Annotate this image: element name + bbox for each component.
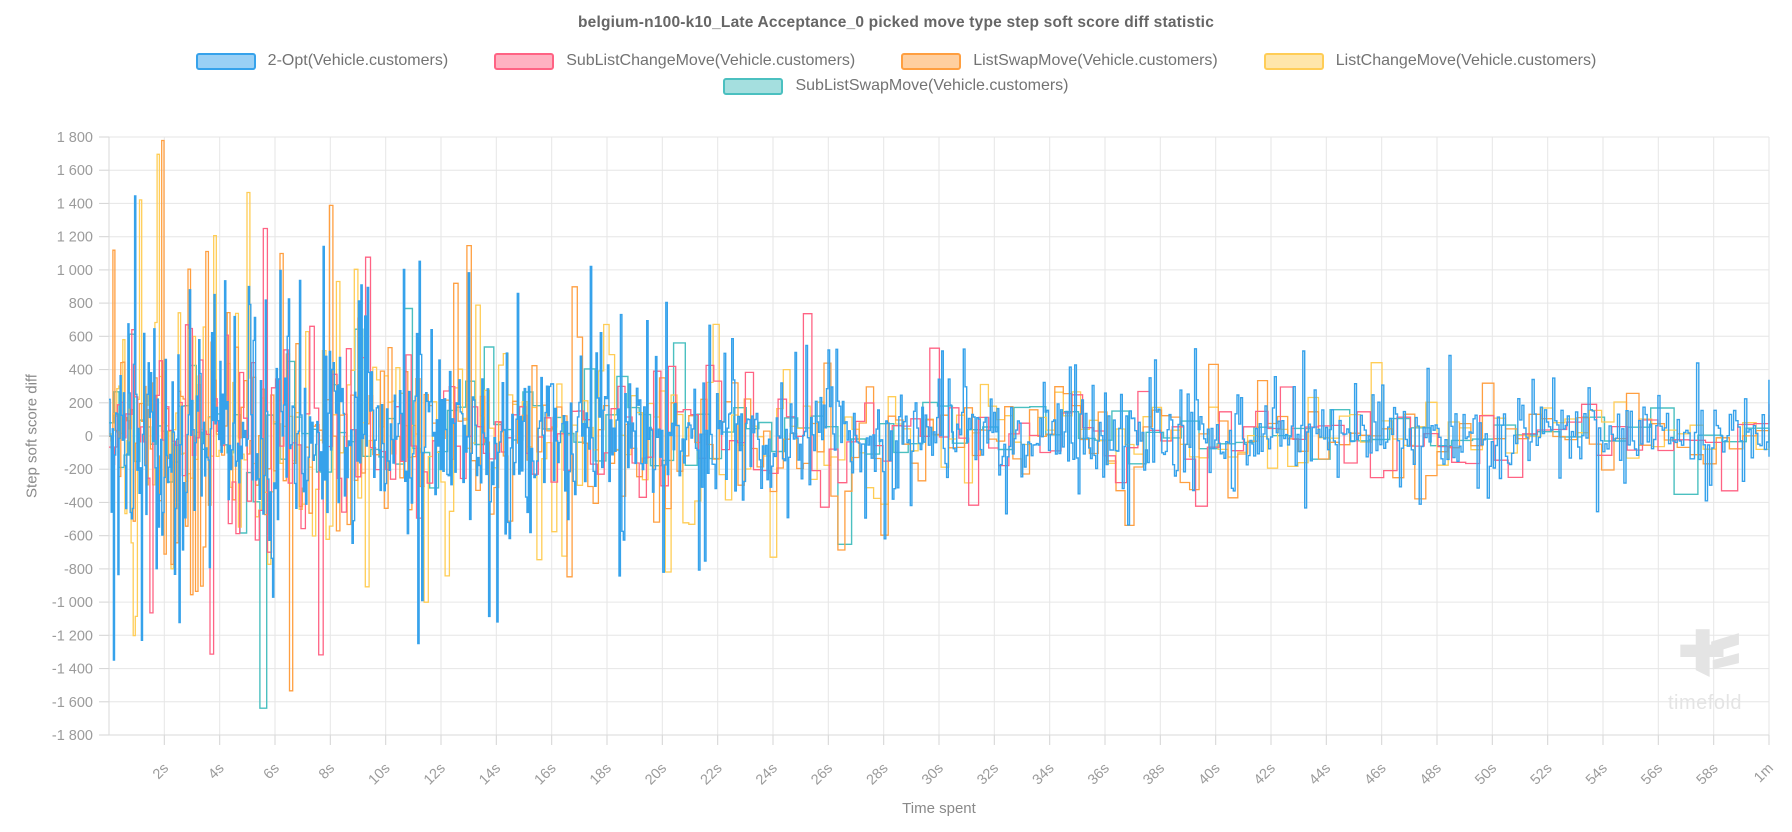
legend-swatch-icon <box>494 52 555 70</box>
x-tick-label: 58s <box>1694 761 1722 789</box>
x-tick-label: 36s <box>1085 761 1113 789</box>
y-tick-label: -600 <box>64 529 93 545</box>
x-tick-label: 32s <box>974 761 1002 789</box>
legend-row: 2-Opt(Vehicle.customers) SubListChangeMov… <box>195 52 1597 70</box>
x-tick-label: 30s <box>919 761 947 789</box>
legend-item-label: ListSwapMove(Vehicle.customers) <box>973 52 1218 69</box>
y-tick-label: -200 <box>64 462 93 478</box>
y-tick-label: -400 <box>64 495 93 511</box>
y-tick-label: 0 <box>85 429 93 445</box>
legend-item-label: ListChangeMove(Vehicle.customers) <box>1335 52 1597 69</box>
legend-item-label: 2-Opt(Vehicle.customers) <box>267 52 449 69</box>
x-tick-label: 42s <box>1251 761 1279 789</box>
x-tick-label: 14s <box>476 761 504 789</box>
legend: 2-Opt(Vehicle.customers) SubListChangeMov… <box>0 52 1792 95</box>
y-tick-label: -1 800 <box>52 728 93 744</box>
y-tick-label: 1 600 <box>57 163 93 179</box>
x-tick-label: 24s <box>753 761 781 789</box>
y-tick-label: 1 400 <box>57 196 93 212</box>
y-tick-label: -800 <box>64 562 93 578</box>
legend-row: SubListSwapMove(Vehicle.customers) <box>723 77 1069 95</box>
chart-title: belgium-n100-k10_Late Acceptance_0 picke… <box>577 14 1215 31</box>
x-tick-label: 18s <box>587 761 615 789</box>
x-tick-label: 48s <box>1417 761 1445 789</box>
legend-item-label: SubListSwapMove(Vehicle.customers) <box>795 77 1069 94</box>
legend-swatch-icon <box>1263 52 1324 70</box>
y-tick-label: -1 000 <box>52 595 93 611</box>
y-tick-label: -1 600 <box>52 695 93 711</box>
x-tick-label: 44s <box>1306 761 1334 789</box>
y-tick-label: -1 400 <box>52 662 93 678</box>
x-tick-label: 8s <box>316 761 338 783</box>
x-tick-label: 6s <box>261 761 283 783</box>
y-tick-label: 1 200 <box>57 230 93 246</box>
x-tick-label: 22s <box>698 761 726 789</box>
x-tick-label: 26s <box>808 761 836 789</box>
series-line-2-opt <box>109 195 1770 661</box>
x-tick-label: 34s <box>1030 761 1058 789</box>
legend-swatch-icon <box>901 52 962 70</box>
x-axis-title: Time spent <box>902 800 976 817</box>
legend-item-sublistswapmove[interactable]: SubListSwapMove(Vehicle.customers) <box>723 77 1069 95</box>
y-axis-title: Step soft score diff <box>23 374 41 498</box>
x-tick-label: 2s <box>150 761 172 783</box>
x-tick-label: 12s <box>421 761 449 789</box>
legend-swatch-icon <box>723 77 784 95</box>
legend-item-sublistchangemove[interactable]: SubListChangeMove(Vehicle.customers) <box>494 52 855 70</box>
x-tick-label: 52s <box>1528 761 1556 789</box>
x-tick-label: 1m <box>1751 761 1777 787</box>
x-tick-label: 20s <box>642 761 670 789</box>
y-tick-label: 800 <box>69 296 93 312</box>
x-tick-label: 54s <box>1583 761 1611 789</box>
legend-item-listchangemove[interactable]: ListChangeMove(Vehicle.customers) <box>1263 52 1597 70</box>
x-tick-label: 16s <box>532 761 560 789</box>
x-tick-label: 56s <box>1638 761 1666 789</box>
y-tick-label: -1 200 <box>52 628 93 644</box>
x-tick-label: 50s <box>1472 761 1500 789</box>
y-tick-label: 400 <box>69 363 93 379</box>
series-line-listswapmove <box>109 139 1770 692</box>
y-tick-label: 600 <box>69 329 93 345</box>
legend-item-listswapmove[interactable]: ListSwapMove(Vehicle.customers) <box>901 52 1218 70</box>
legend-swatch-icon <box>195 52 256 70</box>
y-tick-label: 1 000 <box>57 263 93 279</box>
x-tick-label: 10s <box>366 761 394 789</box>
x-tick-label: 46s <box>1362 761 1390 789</box>
y-tick-label: 1 800 <box>57 130 93 146</box>
x-tick-label: 4s <box>205 761 227 783</box>
x-tick-label: 38s <box>1140 761 1168 789</box>
x-tick-label: 40s <box>1196 761 1224 789</box>
y-tick-label: 200 <box>69 396 93 412</box>
legend-item-label: SubListChangeMove(Vehicle.customers) <box>566 52 856 69</box>
legend-item-2-opt[interactable]: 2-Opt(Vehicle.customers) <box>195 52 449 70</box>
x-tick-label: 28s <box>864 761 892 789</box>
